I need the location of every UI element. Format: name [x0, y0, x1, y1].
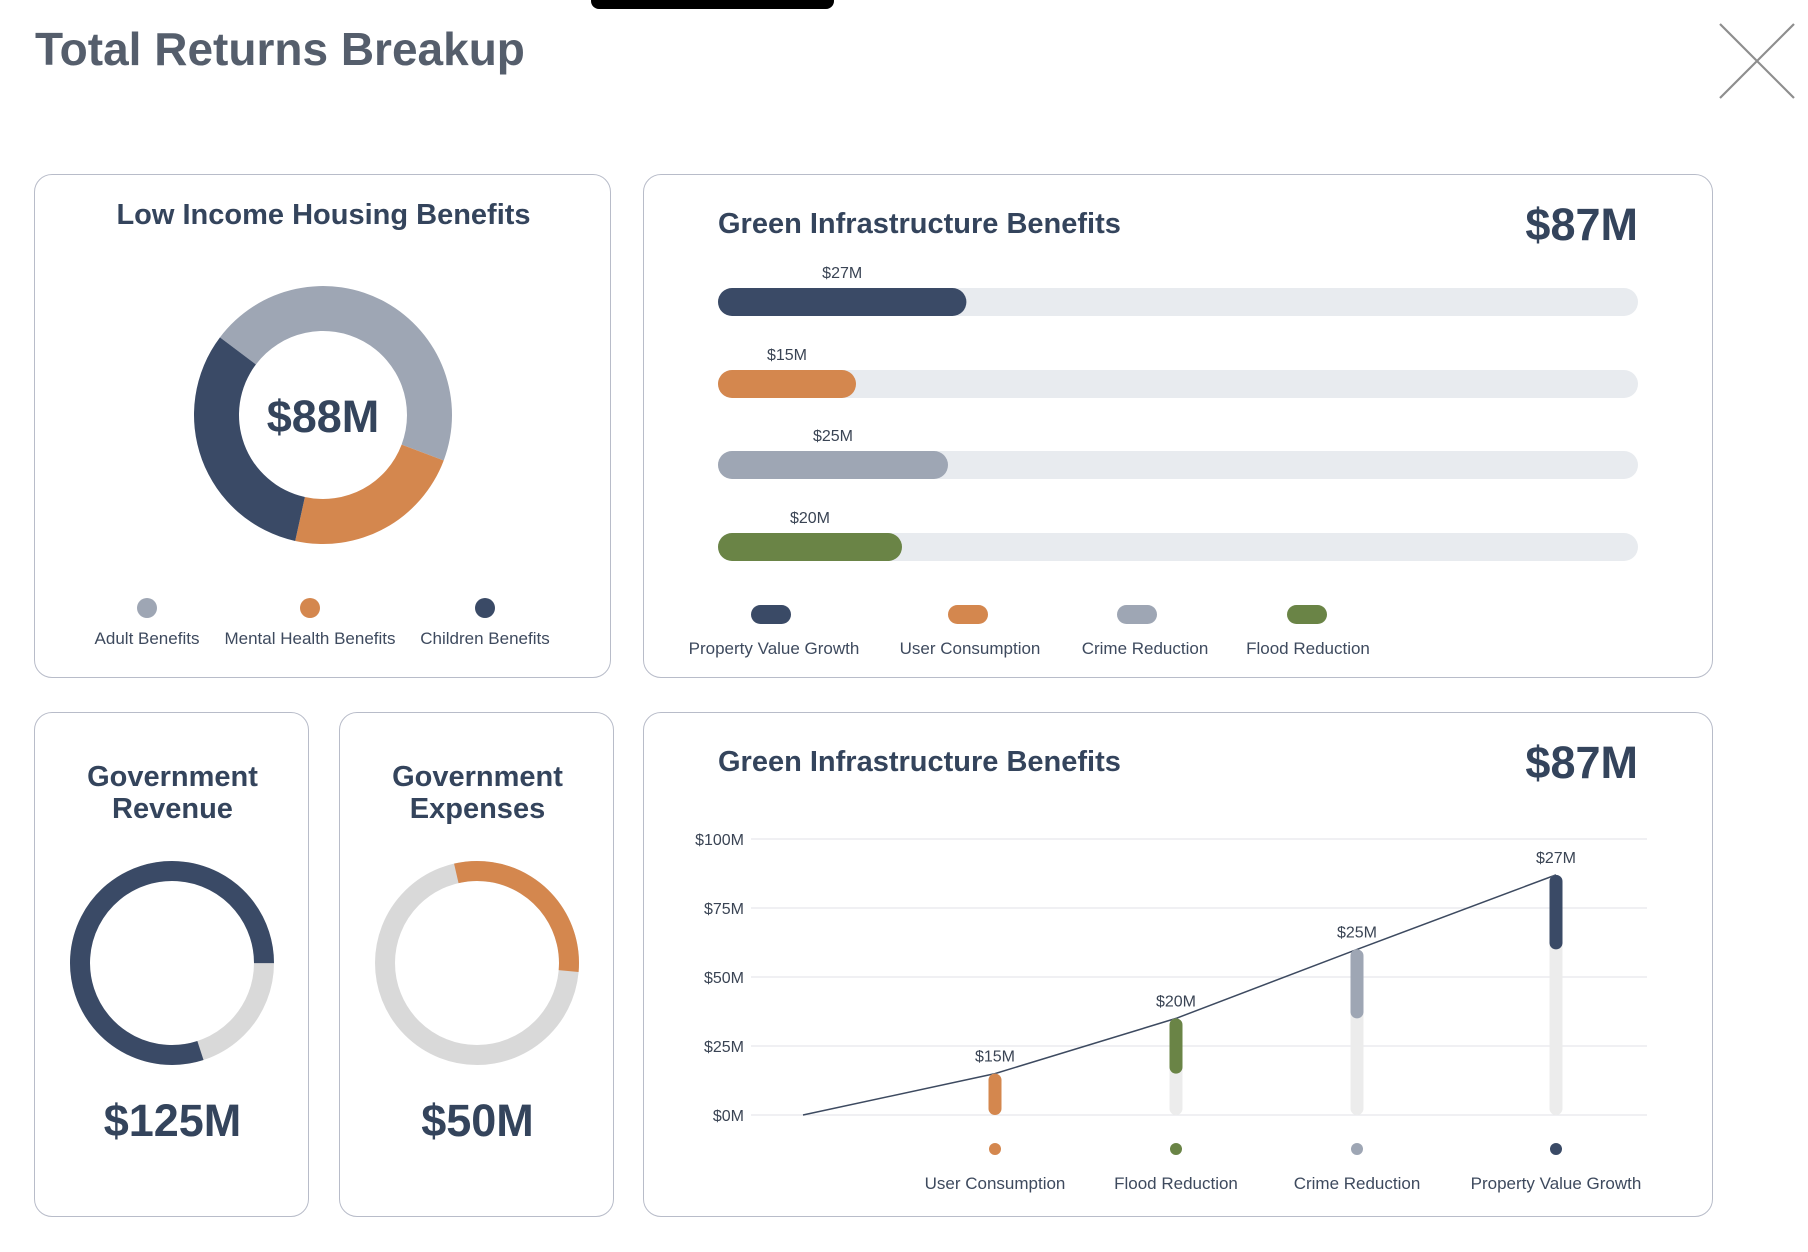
green-infra-bars-card: Green Infrastructure Benefits $87M $27M $… — [643, 174, 1713, 678]
gib-title: Green Infrastructure Benefits — [718, 208, 1121, 240]
legend-label-property: Property Value Growth — [688, 639, 860, 658]
legend-label-children: Children Benefits — [420, 629, 550, 648]
stack-bar-crime-reduction — [1350, 949, 1364, 1019]
gov-expenses-title-line1: Government — [392, 761, 563, 793]
device-notch — [591, 0, 834, 9]
donut-slice-adult-benefits — [219, 285, 452, 461]
green-infra-line-card: Green Infrastructure Benefits $87M $0M $2… — [643, 712, 1713, 1217]
bar-track-flood-reduction — [718, 533, 1638, 561]
ytick-label-0: $0M — [713, 1108, 744, 1125]
bar-flood-reduction — [718, 533, 902, 561]
bar-label-property-value-growth: $27M — [822, 265, 862, 282]
point-label-flood-reduction: $20M — [1156, 993, 1196, 1010]
gov-revenue-title-line1: Government — [87, 761, 258, 793]
close-icon — [1719, 23, 1795, 99]
gov-expenses-title-line2: Expenses — [409, 793, 546, 825]
bar-crime-reduction — [718, 451, 948, 479]
lih-title: Low Income Housing Benefits — [116, 199, 531, 231]
gib-bar-chart: $27M $15M $25M $20M — [718, 265, 1638, 561]
donut-slice-children-benefits — [193, 337, 305, 541]
gil-total: $87M — [1525, 737, 1638, 788]
low-income-housing-card: Low Income Housing Benefits $88M Adult B… — [34, 174, 611, 678]
donut-slice-mental-health-benefits — [295, 444, 444, 544]
bar-label-user-consumption: $15M — [767, 347, 807, 364]
bar-track-crime-reduction — [718, 451, 1638, 479]
category-label-property-value-growth: Property Value Growth — [1471, 1174, 1642, 1193]
bar-label-crime-reduction: $25M — [813, 428, 853, 445]
point-label-user-consumption: $15M — [975, 1049, 1015, 1066]
legend-label-adult: Adult Benefits — [94, 629, 200, 648]
ytick-label-100: $100M — [695, 832, 744, 849]
gib-total: $87M — [1525, 199, 1638, 250]
ytick-label-75: $75M — [704, 901, 744, 918]
gov-expenses-title: Government Expenses — [340, 761, 615, 825]
page-title: Total Returns Breakup — [35, 23, 525, 75]
gov-expenses-ring — [375, 861, 579, 1065]
legend-dot-property-value-growth — [1550, 1143, 1562, 1155]
legend-dot-crime-reduction — [1351, 1143, 1363, 1155]
legend-label-flood: Flood Reduction — [1246, 639, 1370, 658]
gil-line-chart: $0M $25M $50M $75M $100M $15M User Consumption… — [695, 832, 1647, 1193]
legend-dot-flood-reduction — [1170, 1143, 1182, 1155]
gov-revenue-card: Government Revenue $125M — [34, 712, 309, 1217]
lih-total: $88M — [266, 391, 380, 442]
point-label-property-value-growth: $27M — [1536, 850, 1576, 867]
legend-label-user: User Consumption — [899, 639, 1041, 658]
bar-track-user-consumption — [718, 370, 1638, 398]
category-label-user-consumption: User Consumption — [925, 1174, 1066, 1193]
close-button[interactable] — [1718, 22, 1796, 100]
gov-revenue-title-line2: Revenue — [112, 793, 233, 825]
ytick-label-50: $50M — [704, 970, 744, 987]
gov-revenue-value: $125M — [103, 1095, 242, 1146]
bar-property-value-growth — [718, 288, 967, 316]
bar-label-flood-reduction: $20M — [790, 510, 830, 527]
point-label-crime-reduction: $25M — [1337, 924, 1377, 941]
legend-label-mental-health: Mental Health Benefits — [224, 629, 396, 648]
lih-donut-chart — [193, 285, 452, 544]
gov-revenue-ring — [70, 861, 274, 1065]
stack-bar-property-value-growth — [1549, 874, 1563, 950]
legend-label-crime: Crime Reduction — [1081, 639, 1209, 658]
gov-expenses-card: Government Expenses $50M — [339, 712, 614, 1217]
gov-expenses-ring-progress — [375, 861, 579, 1065]
category-label-crime-reduction: Crime Reduction — [1294, 1174, 1421, 1193]
stack-bar-user-consumption — [988, 1073, 1002, 1115]
legend-dot-user-consumption — [989, 1143, 1001, 1155]
gov-expenses-value: $50M — [421, 1095, 534, 1146]
gov-revenue-ring-progress — [70, 861, 274, 1065]
gov-revenue-title: Government Revenue — [35, 761, 310, 825]
gil-title: Green Infrastructure Benefits — [718, 746, 1121, 778]
category-label-flood-reduction: Flood Reduction — [1114, 1174, 1238, 1193]
stack-bar-flood-reduction — [1169, 1018, 1183, 1074]
bar-user-consumption — [718, 370, 856, 398]
ytick-label-25: $25M — [704, 1039, 744, 1056]
